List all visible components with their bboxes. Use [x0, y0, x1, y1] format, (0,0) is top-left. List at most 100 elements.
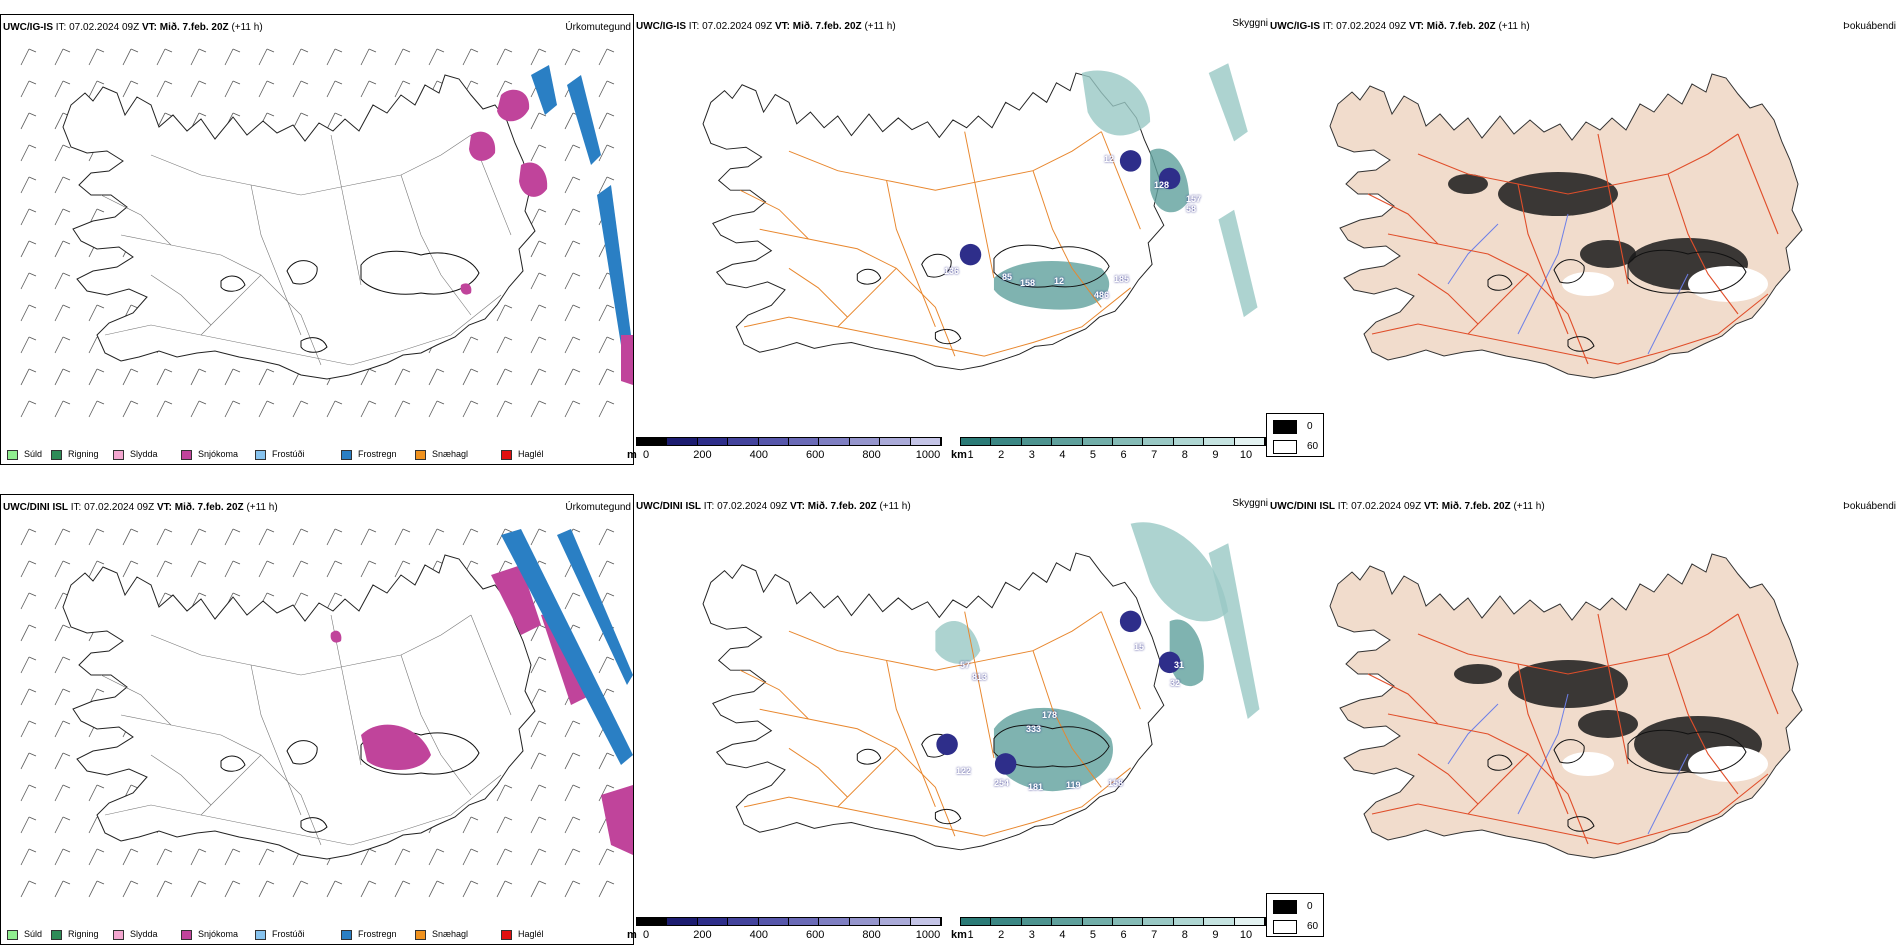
legend-item: Snjókoma	[181, 448, 238, 460]
colorbar-unit: km	[951, 929, 967, 941]
field-title: Úrkomutegund	[565, 22, 631, 33]
colorbar-cell	[1113, 918, 1144, 925]
colorbar-cells	[636, 437, 942, 446]
colorbar-tick: 0	[642, 449, 650, 461]
colorbar-cell	[758, 438, 790, 445]
fog-panel-row1: UWC/IG-IS IT: 07.02.2024 09Z VT: Mið. 7.…	[1268, 14, 1900, 465]
colorbar-cell	[1173, 438, 1205, 445]
colorbar-cell	[667, 438, 698, 445]
vt-label: VT:	[1423, 501, 1439, 512]
colorbar-cell	[961, 438, 992, 445]
model-name: UWC/DINI ISL	[3, 502, 68, 513]
ceiling-value-label: 486	[1094, 290, 1110, 300]
legend-swatch	[415, 449, 426, 460]
colorbar-cell	[819, 918, 850, 925]
colorbar-unit: km	[951, 449, 967, 461]
colorbar-cells	[960, 437, 1266, 446]
roads-network	[739, 131, 1141, 357]
vt-value: Mið. 7.feb. 20Z	[1441, 501, 1511, 512]
ceiling-value-label: 122	[956, 766, 972, 776]
colorbar-tick: 800	[862, 929, 881, 941]
legend-swatch	[51, 449, 62, 460]
precip-areas	[330, 529, 633, 855]
ceiling-value-label: 85	[1002, 272, 1013, 282]
colorbar-cell	[1204, 438, 1235, 445]
colorbar-tick: 9	[1212, 449, 1219, 461]
ceiling-value-label: 813	[972, 672, 988, 682]
colorbar-tick: 600	[806, 929, 825, 941]
visibility-colorbar: km 1 2 3 4 5 6 7 8 9 10	[951, 917, 1266, 949]
legend-label: Haglél	[518, 449, 544, 459]
colorbar-cell	[637, 918, 668, 925]
ceiling-value-label: 158	[1108, 778, 1124, 788]
legend-swatch	[113, 449, 124, 460]
vt-value: Mið. 7.feb. 20Z	[1426, 21, 1496, 32]
it-value: 07.02.2024 09Z	[1336, 21, 1407, 32]
colorbar-cell	[697, 438, 729, 445]
ceiling-value-label: 119	[1066, 780, 1081, 790]
iceland-outline	[1329, 73, 1803, 379]
colorbar-tick: 9	[1212, 929, 1219, 941]
colorbar-cell	[849, 918, 881, 925]
lead-time: (+11 h)	[1513, 501, 1545, 512]
ceiling-value-label: 333	[1026, 724, 1042, 734]
legend-swatch	[181, 929, 192, 940]
glacier-outlines	[856, 244, 1110, 345]
legend-swatch	[7, 449, 18, 460]
vt-value: Mið. 7.feb. 20Z	[174, 502, 244, 513]
visibility-panel-row2: UWC/DINI ISL IT: 07.02.2024 09Z VT: Mið.…	[634, 494, 1268, 945]
colorbar-cell	[1204, 918, 1235, 925]
colorbar-tick: 4	[1059, 449, 1066, 461]
ceiling-value-label: 12	[1104, 154, 1115, 164]
ceiling-value-label: 181	[1028, 782, 1044, 792]
ceiling-value-label: 185	[1114, 274, 1130, 284]
fog-legend-label: 0	[1307, 421, 1313, 432]
legend-label: Frostúði	[272, 449, 305, 459]
legend-item: Slydda	[113, 448, 158, 460]
ceiling-spots	[936, 610, 1181, 775]
legend-item: Snæhagl	[415, 448, 468, 460]
precip-type-map	[20, 48, 633, 418]
fog-areas	[1448, 172, 1768, 302]
fog-legend-label: 0	[1307, 901, 1313, 912]
field-title: Skyggni	[1232, 18, 1268, 29]
it-label: IT:	[703, 501, 715, 512]
fog-map	[1329, 73, 1803, 379]
ceiling-value-label: 254	[994, 778, 1010, 788]
colorbar-tick: 2	[998, 449, 1005, 461]
legend-swatch	[341, 929, 352, 940]
colorbar-tick: 1	[967, 449, 974, 461]
legend-label: Snæhagl	[432, 449, 469, 459]
it-label: IT:	[1337, 501, 1349, 512]
visibility-map	[702, 63, 1258, 371]
legend-item: Snjókoma	[181, 928, 238, 940]
glacier-outlines	[1487, 729, 1747, 832]
iceland-outline	[62, 74, 536, 380]
ceiling-colorbar: m 0 200 400 600 800 1000	[627, 917, 942, 949]
ceiling-value-label: 128	[1154, 180, 1170, 190]
legend-swatch	[51, 929, 62, 940]
colorbar-cell	[991, 438, 1022, 445]
it-value: 07.02.2024 09Z	[1351, 501, 1422, 512]
colorbar-cell	[1234, 918, 1266, 925]
ceiling-value-label: 136	[944, 266, 960, 276]
iceland-outline	[62, 554, 536, 860]
legend-label: Snjókoma	[198, 449, 239, 459]
colorbar-tick: 6	[1120, 449, 1127, 461]
vt-label: VT:	[774, 21, 790, 32]
legend-item: Slydda	[113, 928, 158, 940]
vt-value: Mið. 7.feb. 20Z	[159, 22, 229, 33]
legend-swatch	[501, 929, 512, 940]
field-title: Þokuábendi	[1843, 501, 1896, 512]
colorbar-tick: 200	[693, 449, 712, 461]
colorbar-cell	[1234, 438, 1266, 445]
colorbar-tick: 10	[1239, 449, 1253, 461]
colorbar-cell	[728, 918, 759, 925]
lead-time: (+11 h)	[246, 502, 278, 513]
ceiling-value-label: 157	[1186, 194, 1202, 204]
legend-label: Slydda	[130, 449, 158, 459]
fog-legend: 0 60	[1266, 893, 1324, 937]
colorbar-tick: 5	[1089, 929, 1097, 941]
visibility-colorbar: km 1 2 3 4 5 6 7 8 9 10	[951, 437, 1266, 469]
colorbar-tick: 1	[967, 929, 974, 941]
